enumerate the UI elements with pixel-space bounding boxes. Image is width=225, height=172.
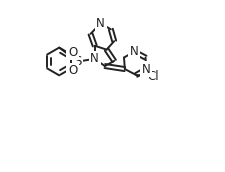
Text: N: N [130, 45, 139, 58]
Text: S: S [74, 55, 81, 68]
Text: N: N [142, 63, 151, 76]
Text: N: N [96, 17, 105, 30]
Text: O: O [68, 64, 77, 77]
Text: N: N [90, 52, 99, 65]
Text: O: O [68, 46, 77, 59]
Text: Cl: Cl [147, 70, 159, 83]
